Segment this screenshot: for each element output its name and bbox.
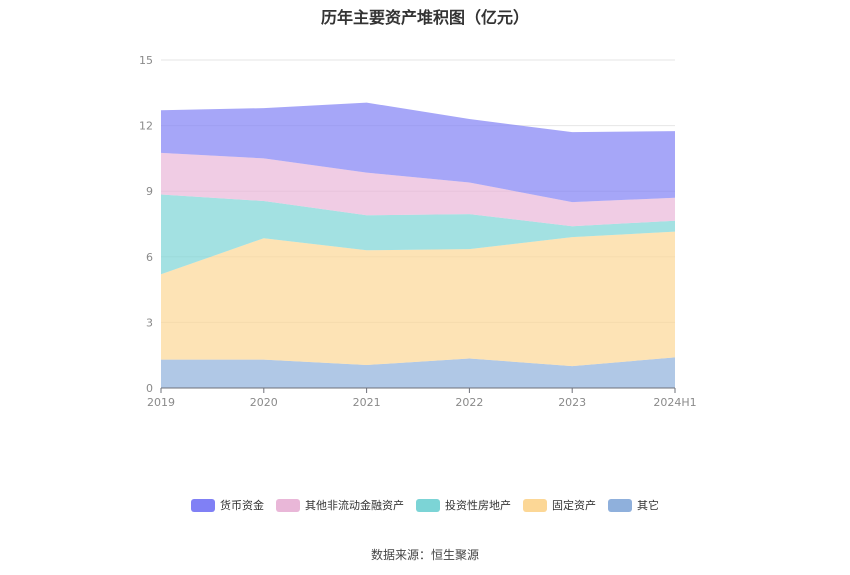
- x-tick-label: 2020: [250, 396, 278, 409]
- data-source-note: 数据来源：恒生聚源: [370, 548, 479, 562]
- legend-item[interactable]: 其他非流动金融资产: [276, 497, 404, 513]
- chart-title: 历年主要资产堆积图（亿元）: [320, 8, 529, 27]
- legend-label: 固定资产: [552, 499, 596, 512]
- y-tick-label: 0: [146, 382, 153, 395]
- x-tick-label: 2019: [147, 396, 175, 409]
- axes: 0 3 6 9 12 15 2019 2020 2021 2022 2023 2024H1: [139, 54, 697, 409]
- legend-item[interactable]: 其它: [608, 497, 659, 513]
- legend-item[interactable]: 固定资产: [523, 497, 596, 513]
- x-tick-label: 2021: [353, 396, 381, 409]
- x-tick-label: 2024H1: [653, 396, 696, 409]
- legend-swatch: [608, 498, 632, 512]
- y-tick-label: 12: [139, 120, 153, 133]
- legend-label: 其它: [637, 499, 659, 512]
- area-series[interactable]: [161, 357, 675, 388]
- legend-label: 货币资金: [220, 499, 264, 512]
- x-tick-label: 2023: [558, 396, 586, 409]
- legend-swatch: [276, 498, 300, 512]
- y-tick-label: 15: [139, 54, 153, 67]
- legend-swatch: [191, 498, 215, 512]
- legend-swatch: [416, 498, 440, 512]
- area-series[interactable]: [161, 152, 675, 227]
- legend-swatch: [523, 498, 547, 512]
- area-series[interactable]: [161, 231, 675, 367]
- legend: 货币资金 其他非流动金融资产 投资性房地产 固定资产 其它: [0, 497, 850, 515]
- x-tick-label: 2022: [455, 396, 483, 409]
- area-series[interactable]: [161, 102, 675, 203]
- legend-label: 其他非流动金融资产: [305, 499, 404, 512]
- stacked-area-chart: 0 3 6 9 12 15 2019 2020 2021 2022 2023 2024H1: [139, 54, 697, 409]
- legend-item[interactable]: 投资性房地产: [416, 497, 511, 513]
- legend-label: 投资性房地产: [445, 499, 511, 512]
- y-tick-label: 3: [146, 316, 153, 329]
- y-tick-label: 6: [146, 251, 153, 264]
- area-series-layer: [161, 102, 675, 388]
- legend-item[interactable]: 货币资金: [191, 497, 264, 513]
- area-series[interactable]: [161, 194, 675, 275]
- y-tick-label: 9: [146, 185, 153, 198]
